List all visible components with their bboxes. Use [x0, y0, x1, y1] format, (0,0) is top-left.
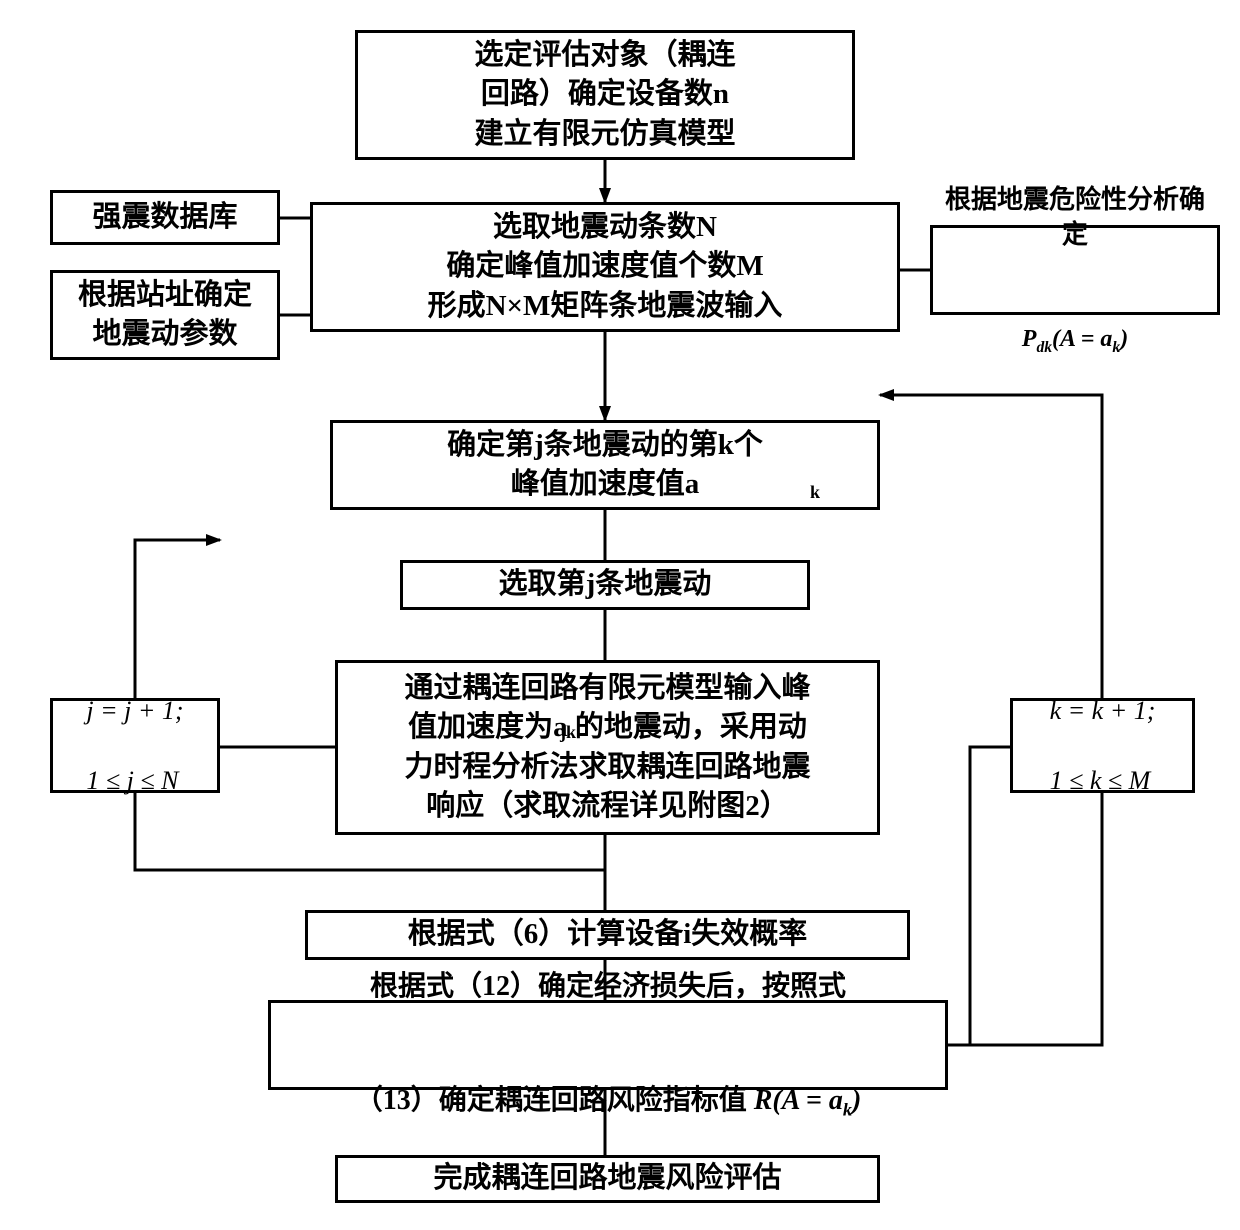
- node-done: 完成耦连回路地震风险评估: [335, 1155, 880, 1203]
- n2c-line1: 根据地震危险性分析确定: [943, 182, 1207, 252]
- n5-subscript: jk: [560, 722, 576, 743]
- node-seismic-hazard: 根据地震危险性分析确定 Pdk(A = ak): [930, 225, 1220, 315]
- node-time-history: 通过耦连回路有限元模型输入峰 值加速度为a 的地震动，采用动 力时程分析法求取耦…: [335, 660, 880, 835]
- node-risk-index: 根据式（12）确定经济损失后，按照式 （13）确定耦连回路风险指标值 R(A =…: [268, 1000, 948, 1090]
- node-loop-j: j = j + 1; 1 ≤ j ≤ N: [50, 698, 220, 793]
- node-select-ground-motion: 选取地震动条数N 确定峰值加速度值个数M 形成N×M矩阵条地震波输入: [310, 202, 900, 332]
- node-pick-j: 选取第j条地震动: [400, 560, 810, 610]
- node-strong-motion-db: 强震数据库: [50, 190, 280, 245]
- node-select-object: 选定评估对象（耦连 回路）确定设备数n 建立有限元仿真模型: [355, 30, 855, 160]
- n3-subscript: k: [810, 482, 820, 503]
- node-site-params: 根据站址确定 地震动参数: [50, 270, 280, 360]
- flowchart-canvas: 选定评估对象（耦连 回路）确定设备数n 建立有限元仿真模型 强震数据库 根据站址…: [0, 0, 1240, 1230]
- node-loop-k: k = k + 1; 1 ≤ k ≤ M: [1010, 698, 1195, 793]
- node-pick-jk: 确定第j条地震动的第k个 峰值加速度值a: [330, 420, 880, 510]
